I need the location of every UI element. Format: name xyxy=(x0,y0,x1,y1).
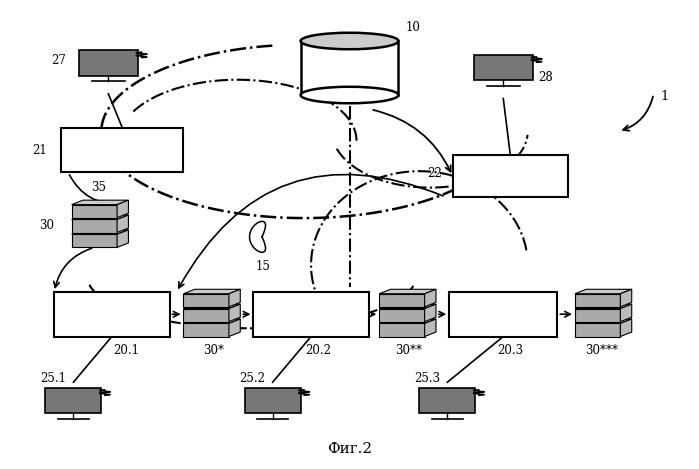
Polygon shape xyxy=(379,289,436,294)
Text: 25.3: 25.3 xyxy=(415,371,440,385)
Text: 22: 22 xyxy=(427,167,442,180)
Polygon shape xyxy=(379,304,436,309)
Bar xyxy=(379,324,424,337)
Bar xyxy=(183,324,229,337)
Bar xyxy=(72,204,117,218)
Polygon shape xyxy=(229,304,240,322)
Polygon shape xyxy=(183,319,240,324)
Bar xyxy=(449,292,558,337)
Bar xyxy=(575,324,621,337)
Polygon shape xyxy=(424,289,436,307)
Text: 10: 10 xyxy=(405,21,420,34)
Bar xyxy=(245,387,301,414)
Polygon shape xyxy=(379,319,436,324)
Text: 30**: 30** xyxy=(396,343,422,356)
Ellipse shape xyxy=(301,33,398,49)
Text: 30*: 30* xyxy=(203,343,224,356)
Bar xyxy=(474,55,533,81)
Text: Фиг.2: Фиг.2 xyxy=(327,442,372,456)
Bar xyxy=(419,387,475,414)
Bar xyxy=(78,50,138,76)
Polygon shape xyxy=(72,200,129,204)
Polygon shape xyxy=(72,215,129,219)
Bar xyxy=(183,294,229,307)
Polygon shape xyxy=(117,230,129,248)
Bar xyxy=(379,309,424,322)
Text: 30: 30 xyxy=(39,219,55,232)
Polygon shape xyxy=(72,230,129,234)
Text: 1: 1 xyxy=(661,90,669,103)
Bar xyxy=(379,294,424,307)
Polygon shape xyxy=(183,304,240,309)
Bar xyxy=(45,387,101,414)
Bar xyxy=(72,234,117,248)
Polygon shape xyxy=(183,289,240,294)
Polygon shape xyxy=(424,319,436,337)
Polygon shape xyxy=(575,304,632,309)
Text: 25.1: 25.1 xyxy=(41,371,66,385)
Bar xyxy=(301,41,398,95)
Polygon shape xyxy=(621,289,632,307)
Text: 20.1: 20.1 xyxy=(113,343,139,356)
Polygon shape xyxy=(229,319,240,337)
Text: 28: 28 xyxy=(538,71,553,84)
Bar xyxy=(253,292,369,337)
Polygon shape xyxy=(575,289,632,294)
Bar xyxy=(575,309,621,322)
Polygon shape xyxy=(117,215,129,233)
Polygon shape xyxy=(229,289,240,307)
Polygon shape xyxy=(575,319,632,324)
Bar xyxy=(62,128,183,173)
Bar xyxy=(575,294,621,307)
Text: 20.2: 20.2 xyxy=(305,343,331,356)
Polygon shape xyxy=(621,319,632,337)
Bar xyxy=(72,219,117,233)
Text: 15: 15 xyxy=(255,260,270,273)
Polygon shape xyxy=(117,200,129,218)
Text: 30***: 30*** xyxy=(584,343,618,356)
Text: 27: 27 xyxy=(52,54,66,68)
Ellipse shape xyxy=(301,87,398,103)
Text: 35: 35 xyxy=(91,182,106,195)
Polygon shape xyxy=(621,304,632,322)
Text: 21: 21 xyxy=(32,144,47,157)
Bar xyxy=(55,292,169,337)
Bar xyxy=(453,155,568,197)
Text: 25.2: 25.2 xyxy=(240,371,266,385)
Bar xyxy=(183,309,229,322)
Text: 20.3: 20.3 xyxy=(497,343,524,356)
Polygon shape xyxy=(424,304,436,322)
